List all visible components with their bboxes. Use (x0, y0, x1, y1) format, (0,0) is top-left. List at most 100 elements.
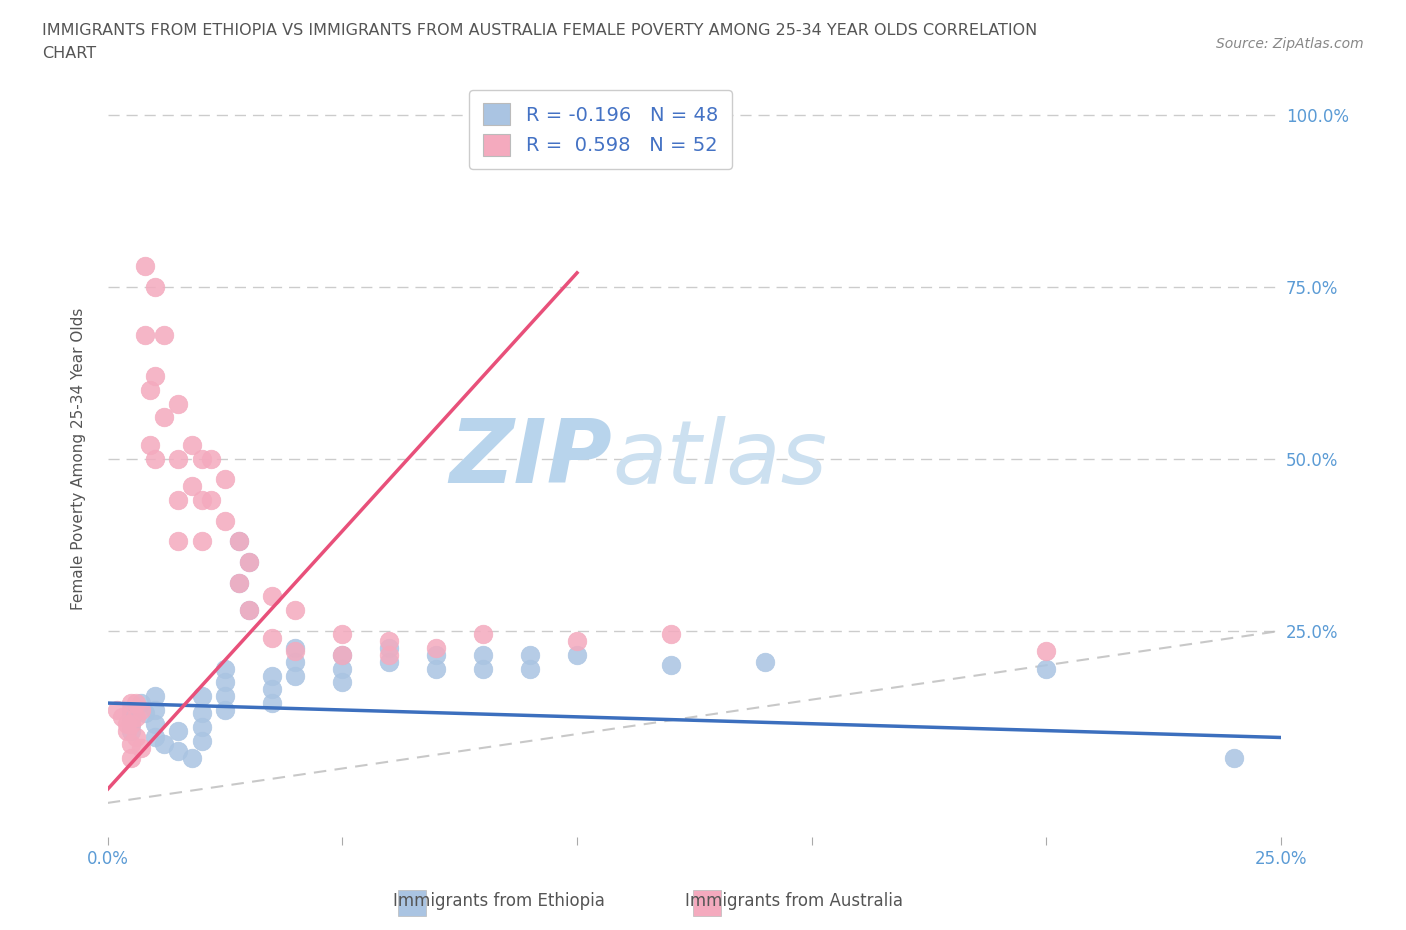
Point (472, 647, 495, 662)
Point (111, 710, 134, 724)
Point (190, 493, 212, 508)
Point (153, 737, 176, 751)
Point (228, 534, 250, 549)
Point (1223, 751, 1246, 765)
FancyBboxPatch shape (398, 890, 426, 916)
Point (378, 633, 401, 648)
Point (129, 740, 152, 755)
Point (659, 658, 682, 672)
Point (143, 368, 166, 383)
Point (754, 655, 776, 670)
Point (181, 437, 204, 452)
Point (284, 655, 307, 670)
Point (125, 730, 148, 745)
Point (284, 641, 307, 656)
Point (120, 702, 142, 717)
Point (1035, 644, 1057, 658)
Point (120, 737, 142, 751)
Point (181, 751, 204, 765)
Point (214, 661, 236, 676)
Point (425, 641, 447, 656)
Point (134, 327, 156, 342)
Point (120, 751, 142, 765)
Text: Immigrants from Australia: Immigrants from Australia (685, 892, 904, 910)
Point (284, 603, 307, 618)
Point (120, 716, 142, 731)
Point (228, 575, 250, 590)
Point (214, 513, 236, 528)
Point (143, 689, 166, 704)
Point (260, 631, 283, 645)
Text: Immigrants from Ethiopia: Immigrants from Ethiopia (394, 892, 605, 910)
Point (214, 472, 236, 486)
Point (120, 716, 142, 731)
Point (1035, 661, 1057, 676)
Point (260, 668, 283, 683)
Point (167, 451, 190, 466)
Point (190, 706, 212, 721)
Text: Source: ZipAtlas.com: Source: ZipAtlas.com (1216, 37, 1364, 51)
Point (565, 647, 588, 662)
Point (214, 675, 236, 690)
FancyBboxPatch shape (693, 890, 721, 916)
Point (425, 661, 447, 676)
Point (129, 702, 152, 717)
Point (167, 493, 190, 508)
Point (260, 682, 283, 697)
Point (139, 437, 162, 452)
Point (214, 689, 236, 704)
Point (134, 259, 156, 273)
Text: atlas: atlas (612, 416, 827, 501)
Point (139, 382, 162, 397)
Point (120, 724, 142, 738)
Point (378, 647, 401, 662)
Point (378, 641, 401, 656)
Point (332, 627, 354, 642)
Point (167, 396, 190, 411)
Point (115, 716, 138, 731)
Point (143, 702, 166, 717)
Point (167, 724, 190, 738)
Point (143, 279, 166, 294)
Point (238, 603, 260, 618)
Point (214, 702, 236, 717)
Point (181, 479, 204, 494)
Text: CHART: CHART (42, 46, 96, 61)
Point (143, 716, 166, 731)
Point (472, 661, 495, 676)
Point (125, 710, 148, 724)
Point (190, 451, 212, 466)
Point (519, 647, 541, 662)
Point (260, 589, 283, 604)
Point (190, 720, 212, 735)
Point (284, 644, 307, 658)
Point (332, 675, 354, 690)
Text: IMMIGRANTS FROM ETHIOPIA VS IMMIGRANTS FROM AUSTRALIA FEMALE POVERTY AMONG 25-34: IMMIGRANTS FROM ETHIOPIA VS IMMIGRANTS F… (42, 23, 1038, 38)
Point (153, 410, 176, 425)
Point (565, 633, 588, 648)
Legend: R = -0.196   N = 48, R =  0.598   N = 52: R = -0.196 N = 48, R = 0.598 N = 52 (470, 90, 731, 169)
Point (120, 696, 142, 711)
Point (143, 730, 166, 745)
Point (228, 575, 250, 590)
Point (519, 661, 541, 676)
Point (134, 706, 156, 721)
Point (425, 647, 447, 662)
Point (332, 647, 354, 662)
Point (105, 702, 128, 717)
Point (167, 534, 190, 549)
Point (378, 655, 401, 670)
Point (332, 661, 354, 676)
Point (284, 668, 307, 683)
Text: ZIP: ZIP (450, 415, 612, 502)
Point (115, 724, 138, 738)
Point (659, 627, 682, 642)
Point (238, 554, 260, 569)
Point (190, 689, 212, 704)
Point (260, 696, 283, 711)
Point (200, 451, 222, 466)
Point (125, 696, 148, 711)
Point (190, 734, 212, 749)
Point (200, 493, 222, 508)
Point (167, 744, 190, 759)
